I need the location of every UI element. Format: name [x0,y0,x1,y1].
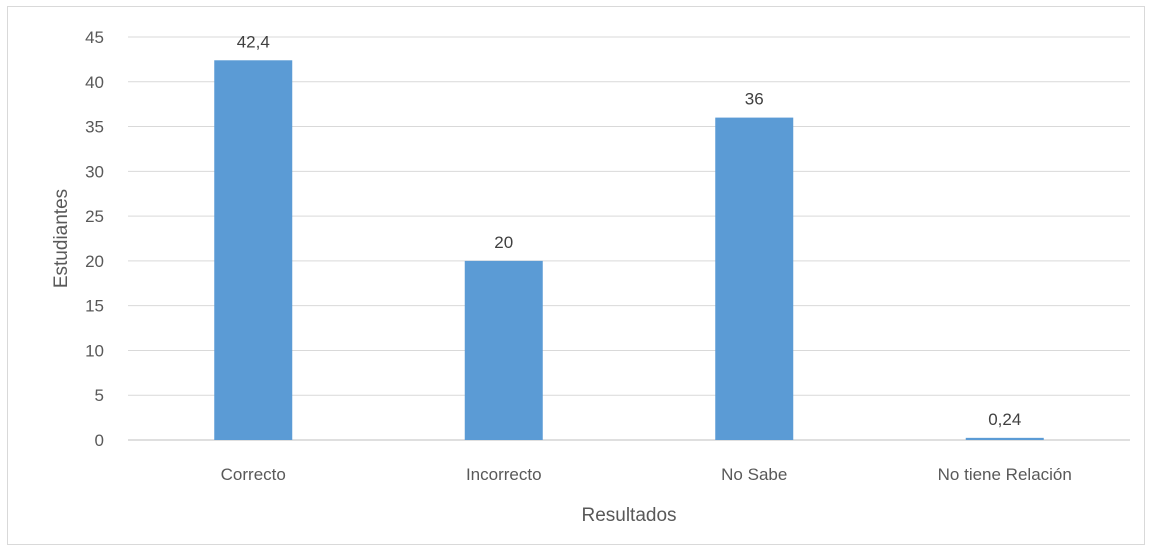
bar-correcto [214,60,293,440]
y-tick-label: 45 [85,28,104,47]
y-tick-label: 25 [85,207,104,226]
x-tick-label: No Sabe [721,465,787,484]
y-tick-label: 10 [85,341,104,360]
bars [214,60,1044,440]
y-tick-label: 30 [85,162,104,181]
x-axis-ticks: Correcto Incorrecto No Sabe No tiene Relaci… [221,465,1072,484]
y-tick-label: 20 [85,252,104,271]
x-tick-label: No tiene Relación [938,465,1072,484]
data-label: 42,4 [237,32,270,51]
data-label: 36 [745,90,764,109]
y-tick-label: 5 [95,386,104,405]
y-axis-ticks: 0 5 10 15 20 25 30 35 40 45 [85,28,104,450]
y-tick-label: 0 [95,431,104,450]
y-tick-label: 15 [85,297,104,316]
bar-no-sabe [715,117,794,440]
data-labels: 42,4 20 36 0,24 [237,32,1022,429]
y-axis-title: Estudiantes [51,189,72,288]
bar-incorrecto [464,260,543,440]
bar-no-tiene-relación [965,437,1044,440]
x-tick-label: Incorrecto [466,465,542,484]
y-tick-label: 35 [85,118,104,137]
x-tick-label: Correcto [221,465,286,484]
data-label: 20 [494,233,513,252]
x-axis-title: Resultados [581,505,676,526]
y-tick-label: 40 [85,73,104,92]
chart-frame [7,6,1145,545]
data-label: 0,24 [988,410,1021,429]
grid-lines [128,36,1130,441]
